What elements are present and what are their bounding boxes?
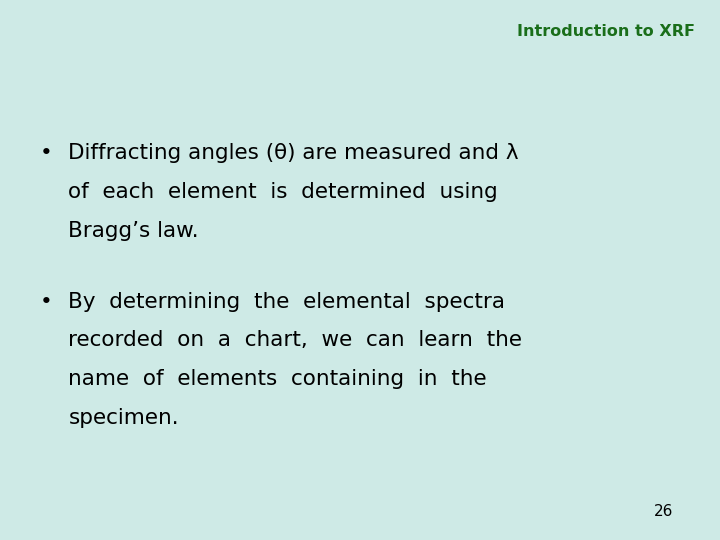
Text: 26: 26 <box>654 504 673 519</box>
Text: •: • <box>40 292 53 312</box>
Text: Diffracting angles (θ) are measured and λ: Diffracting angles (θ) are measured and … <box>68 143 519 163</box>
Text: name  of  elements  containing  in  the: name of elements containing in the <box>68 369 487 389</box>
Text: recorded  on  a  chart,  we  can  learn  the: recorded on a chart, we can learn the <box>68 330 523 350</box>
Text: Introduction to XRF: Introduction to XRF <box>517 24 695 39</box>
Text: of  each  element  is  determined  using: of each element is determined using <box>68 182 498 202</box>
Text: specimen.: specimen. <box>68 408 179 428</box>
Text: •: • <box>40 143 53 163</box>
Text: Bragg’s law.: Bragg’s law. <box>68 221 199 241</box>
Text: By  determining  the  elemental  spectra: By determining the elemental spectra <box>68 292 505 312</box>
